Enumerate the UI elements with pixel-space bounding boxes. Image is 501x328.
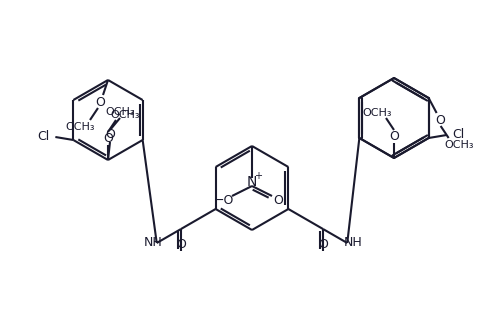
Text: NH: NH: [143, 236, 162, 249]
Text: O: O: [103, 132, 113, 145]
Text: O: O: [176, 238, 186, 252]
Text: O: O: [389, 130, 399, 142]
Text: OCH₃: OCH₃: [444, 140, 473, 150]
Text: NH: NH: [344, 236, 363, 250]
Text: N: N: [247, 175, 257, 189]
Text: O: O: [273, 194, 283, 207]
Text: O: O: [105, 129, 115, 141]
Text: +: +: [254, 171, 262, 181]
Text: O: O: [318, 238, 328, 252]
Text: Cl: Cl: [452, 129, 465, 141]
Text: −O: −O: [214, 194, 234, 207]
Text: OCH₃: OCH₃: [110, 110, 140, 120]
Text: O: O: [436, 113, 445, 127]
Text: O: O: [95, 95, 105, 109]
Text: Cl: Cl: [37, 131, 50, 144]
Text: OCH₃: OCH₃: [362, 108, 392, 118]
Text: OCH₃: OCH₃: [105, 107, 135, 117]
Text: OCH₃: OCH₃: [65, 122, 95, 132]
